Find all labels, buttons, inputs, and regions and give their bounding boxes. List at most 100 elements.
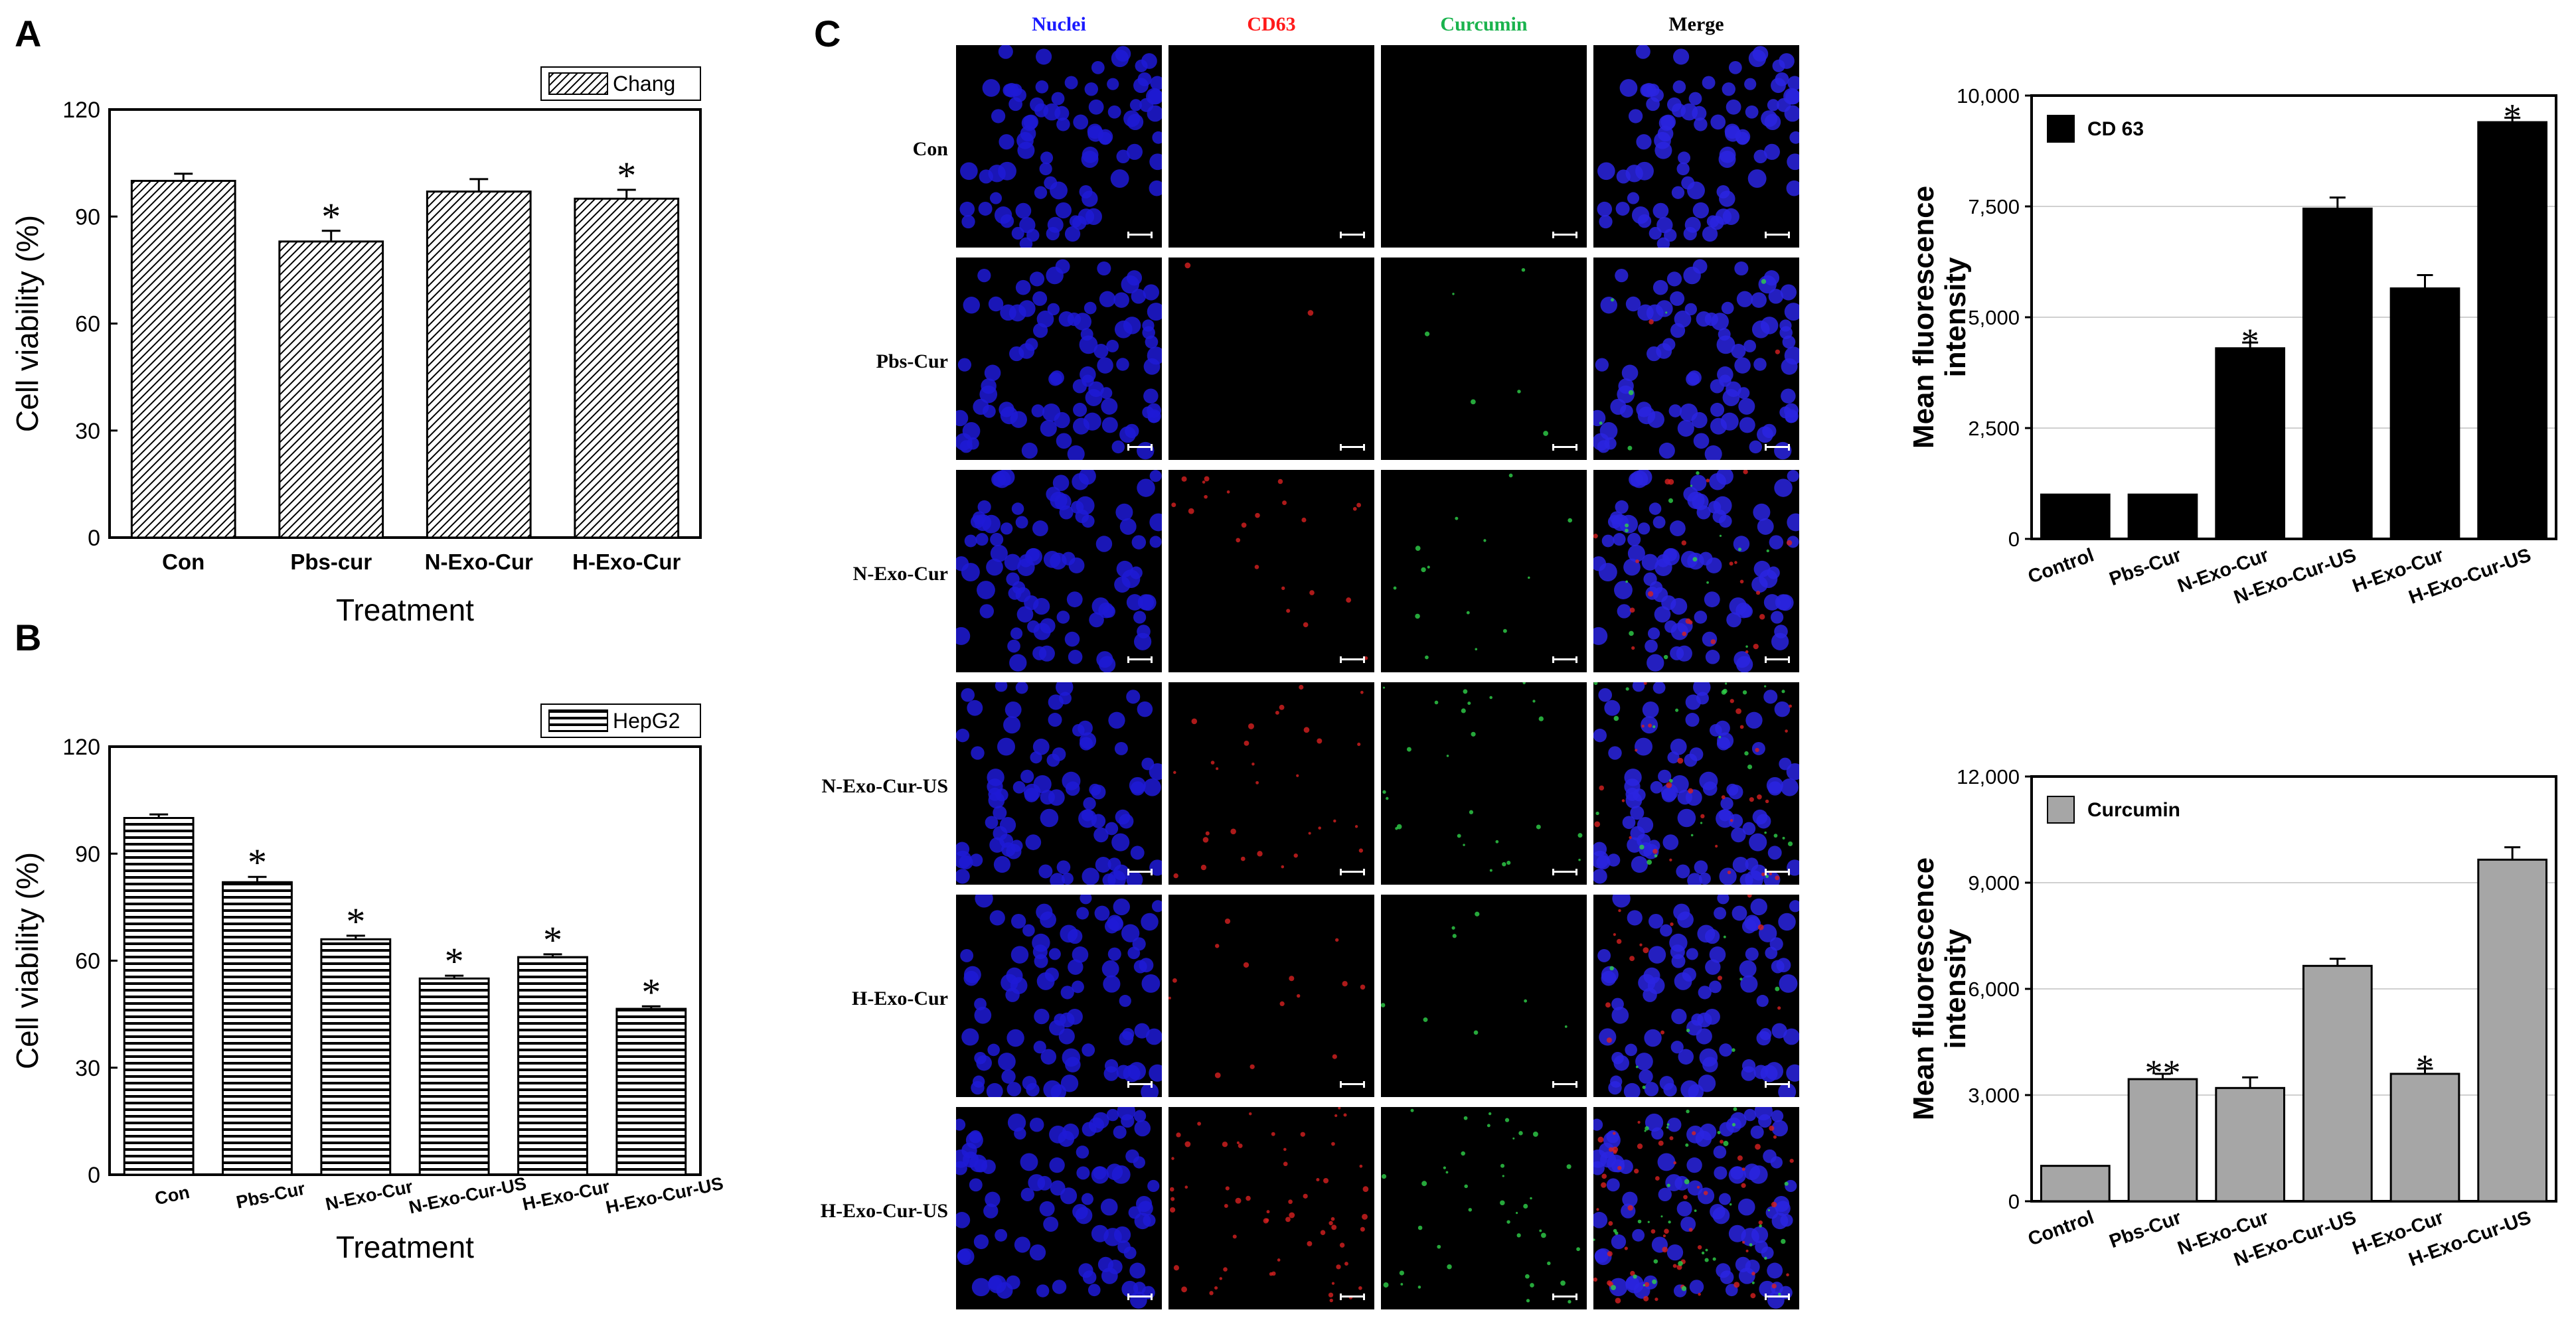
scale-bar — [1340, 232, 1365, 238]
scale-bar — [1765, 1081, 1790, 1088]
micrograph-tile — [956, 258, 1162, 460]
legend-label: CD 63 — [2087, 118, 2144, 140]
panel-label-b: B — [15, 617, 42, 658]
micrograph-tile — [1168, 45, 1374, 248]
micrograph-tile — [1168, 682, 1374, 885]
row-label: N-Exo-Cur-US — [821, 775, 948, 797]
micrograph-tile — [1381, 1107, 1587, 1309]
x-tick-label: H-Exo-Cur — [521, 1177, 611, 1215]
y-tick-label: 30 — [75, 1056, 100, 1081]
bar — [426, 190, 532, 539]
bar — [2389, 1073, 2460, 1203]
scale-bar — [1552, 1081, 1577, 1088]
micrograph-tile — [956, 45, 1162, 248]
bar — [2477, 858, 2548, 1203]
y-tick-label: 6,000 — [1968, 978, 2020, 1001]
legend-swatch — [2047, 796, 2075, 824]
column-header: Curcumin — [1440, 13, 1528, 35]
x-tick-label: Con — [153, 1182, 192, 1209]
significance-marker: * — [641, 970, 661, 1013]
bar — [123, 817, 195, 1176]
x-tick-label: Pbs-cur — [290, 550, 372, 574]
y-tick-label: 3,000 — [1968, 1084, 2020, 1107]
micrograph-tile — [1168, 1107, 1374, 1309]
y-axis-label-line1: Mean fluorescence — [1907, 857, 1940, 1120]
legend-label: HepG2 — [613, 709, 680, 733]
bar — [2302, 207, 2373, 540]
y-tick-label: 2,500 — [1968, 417, 2020, 440]
scale-bar — [1552, 232, 1577, 238]
panel-label-c: C — [814, 13, 841, 54]
scale-bar — [1127, 444, 1153, 451]
micrograph-tile — [1381, 45, 1587, 248]
y-tick-label: 0 — [88, 526, 100, 551]
scale-bar — [1340, 656, 1365, 663]
y-tick-label: 60 — [75, 312, 100, 337]
plot-frame — [2030, 94, 2557, 540]
bar — [418, 977, 490, 1176]
legend-swatch — [548, 72, 608, 95]
x-tick-label: Control — [2025, 545, 2097, 588]
scale-bar — [1765, 656, 1790, 663]
column-header: Merge — [1668, 13, 1724, 35]
micrograph-tile — [1168, 470, 1374, 672]
row-label: H-Exo-Cur-US — [820, 1200, 948, 1222]
bar — [2477, 121, 2548, 540]
micrograph-tile — [1593, 258, 1799, 460]
legend-label: Chang — [613, 72, 675, 96]
column-header: Nuclei — [1032, 13, 1086, 35]
x-tick-label: N-Exo-Cur — [324, 1177, 415, 1215]
plot-frame — [2030, 775, 2557, 1203]
scale-bar — [1340, 444, 1365, 451]
x-tick-label: H-Exo-Cur — [572, 550, 681, 574]
scale-bar — [1127, 1294, 1153, 1300]
x-tick-label: Pbs-Cur — [2107, 545, 2184, 591]
y-tick-label: 90 — [75, 204, 100, 230]
micrograph-tile — [1381, 682, 1587, 885]
bar — [320, 938, 392, 1176]
scale-bar — [1765, 444, 1790, 451]
significance-marker: * — [2241, 321, 2259, 361]
row-label: N-Exo-Cur — [852, 563, 948, 585]
bar — [517, 956, 588, 1176]
x-tick-label: Pbs-Cur — [234, 1179, 307, 1213]
scale-bar — [1552, 656, 1577, 663]
scale-bar — [1127, 869, 1153, 875]
scale-bar — [1340, 869, 1365, 875]
significance-marker: ** — [2145, 1053, 2181, 1092]
bar — [278, 240, 384, 539]
micrograph-tile — [956, 895, 1162, 1097]
y-tick-label: 60 — [75, 949, 100, 974]
row-label: Con — [912, 138, 948, 160]
bar — [2302, 964, 2373, 1203]
scale-bar — [1340, 1081, 1365, 1088]
bar — [2389, 287, 2460, 540]
x-tick-label: N-Exo-Cur-US — [407, 1173, 528, 1218]
bar — [2127, 1078, 2198, 1203]
micrograph-tile — [1593, 682, 1799, 885]
significance-marker: * — [2504, 96, 2522, 136]
scale-bar — [1552, 1294, 1577, 1300]
micrograph-tile — [956, 682, 1162, 885]
micrograph-tile — [1593, 470, 1799, 672]
y-axis-label-line2: intensity — [1939, 928, 1972, 1049]
bar — [222, 881, 293, 1176]
y-axis-label-line2: intensity — [1939, 257, 1972, 377]
scale-bar — [1765, 869, 1790, 875]
y-axis-label: Cell viability (%) — [10, 215, 44, 432]
y-axis-label: Cell viability (%) — [10, 852, 44, 1069]
scale-bar — [1340, 1294, 1365, 1300]
scale-bar — [1552, 444, 1577, 451]
legend-swatch — [548, 709, 608, 732]
micrograph-tile — [956, 1107, 1162, 1309]
microscopy-grid: Nuclei CD63 Curcumin Merge Con Pbs-Cur N-Exo-C… — [821, 13, 1812, 1327]
micrograph-tile — [1593, 45, 1799, 248]
chart-b-cell-viability-hepg2: 0 30 60 90 120 Cell viability (%) Con * Pbs-Cur *… — [10, 703, 725, 1264]
y-tick-label: 0 — [2008, 1190, 2020, 1213]
bar — [2040, 493, 2111, 540]
micrograph-tile — [1381, 895, 1587, 1097]
y-axis-label-line1: Mean fluorescence — [1907, 186, 1940, 449]
panel-label-a: A — [15, 13, 42, 54]
y-tick-label: 0 — [2008, 528, 2020, 551]
